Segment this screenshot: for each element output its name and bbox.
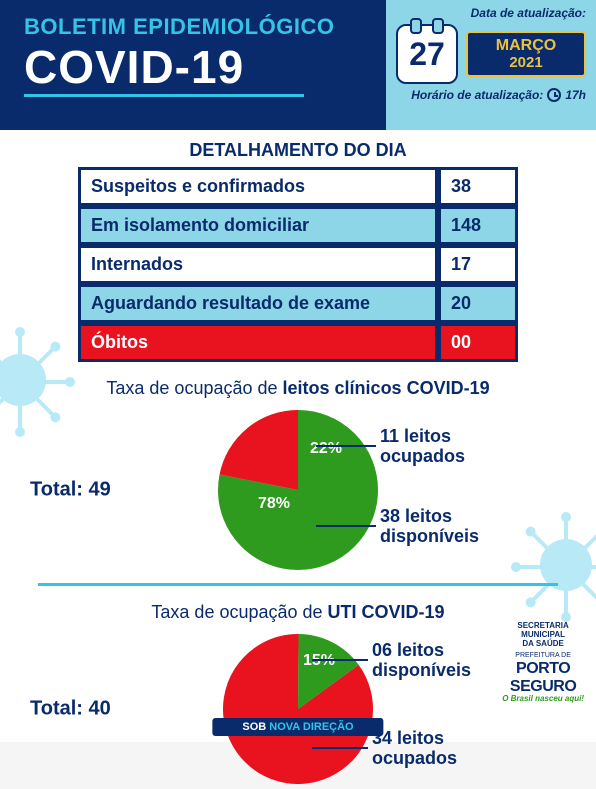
date-row: 27 MARÇO 2021 xyxy=(396,24,586,84)
section-divider xyxy=(38,583,558,586)
month: MARÇO xyxy=(496,37,556,54)
chart2-total-label: Total: xyxy=(30,698,89,720)
detail-title: DETALHAMENTO DO DIA xyxy=(0,140,596,161)
chart1-total: Total: 49 xyxy=(30,479,111,502)
prefeitura-label: PREFEITURA DE xyxy=(502,652,584,660)
badge-a: SOB xyxy=(242,721,269,733)
porto-logo: PORTO SEGURO xyxy=(502,660,584,695)
chart2-title-bold: UTI COVID-19 xyxy=(328,602,445,622)
row-value: 20 xyxy=(438,284,518,323)
row-value: 00 xyxy=(438,323,518,362)
calendar-icon: 27 xyxy=(396,24,458,84)
header-title-block: BOLETIM EPIDEMIOLÓGICO COVID-19 xyxy=(0,0,386,130)
row-value: 17 xyxy=(438,245,518,284)
table-row: Óbitos 00 xyxy=(78,323,518,362)
chart1-callouts: 11 leitos ocupados 38 leitos disponíveis xyxy=(356,405,546,575)
cidade-1: PORTO xyxy=(516,660,570,677)
footer-logo-block: SECRETARIA MUNICIPAL DA SAÚDE PREFEITURA… xyxy=(502,622,584,704)
table-row: Em isolamento domiciliar 148 xyxy=(78,206,518,245)
chart2-total-value: 40 xyxy=(89,698,111,720)
row-label: Em isolamento domiciliar xyxy=(78,206,438,245)
header-underline xyxy=(24,94,304,97)
chart1-title-prefix: Taxa de ocupação de xyxy=(106,378,282,398)
update-date-label: Data de atualização: xyxy=(396,6,586,20)
chart2-callout-occupied: 34 leitos ocupados xyxy=(372,729,457,769)
chart2-total: Total: 40 xyxy=(30,698,111,721)
update-time-row: Horário de atualização: 17h xyxy=(396,88,586,102)
bulletin-page: BOLETIM EPIDEMIOLÓGICO COVID-19 Data de … xyxy=(0,0,596,742)
callout-line xyxy=(316,525,376,527)
chart2-slice-label-green: 15% xyxy=(303,652,335,670)
chart1-block: Total: 49 78% 22% 11 leitos ocupados 38 … xyxy=(0,405,596,575)
year: 2021 xyxy=(470,55,582,72)
header-date-block: Data de atualização: 27 MARÇO 2021 Horár… xyxy=(386,0,596,130)
header-title: COVID-19 xyxy=(24,44,386,90)
callout-line xyxy=(312,747,368,749)
clock-icon xyxy=(547,88,561,102)
row-label: Óbitos xyxy=(78,323,438,362)
month-year-box: MARÇO 2021 xyxy=(466,31,586,77)
chart1-total-label: Total: xyxy=(30,479,89,501)
chart1-callout-occupied: 11 leitos ocupados xyxy=(380,427,465,467)
chart1-total-value: 49 xyxy=(89,479,111,501)
chart1-title: Taxa de ocupação de leitos clínicos COVI… xyxy=(0,378,596,399)
row-value: 38 xyxy=(438,167,518,206)
update-time-label: Horário de atualização: xyxy=(411,88,543,102)
header-subtitle: BOLETIM EPIDEMIOLÓGICO xyxy=(24,14,386,40)
row-label: Suspeitos e confirmados xyxy=(78,167,438,206)
chart2-title: Taxa de ocupação de UTI COVID-19 xyxy=(0,602,596,623)
footer-badge: SOB NOVA DIREÇÃO xyxy=(212,718,383,736)
slogan: O Brasil nasceu aqui! xyxy=(502,695,584,704)
table-row: Internados 17 xyxy=(78,245,518,284)
chart2-pie: 85% 15% xyxy=(223,634,373,784)
row-label: Aguardando resultado de exame xyxy=(78,284,438,323)
chart1-slice-label-green: 78% xyxy=(258,495,290,513)
callout-line xyxy=(316,445,376,447)
chart2-callout-available: 06 leitos disponíveis xyxy=(372,641,471,681)
chart1-title-bold: leitos clínicos COVID-19 xyxy=(283,378,490,398)
table-row: Aguardando resultado de exame 20 xyxy=(78,284,518,323)
calendar-day: 27 xyxy=(409,36,445,73)
detail-table: Suspeitos e confirmados 38 Em isolamento… xyxy=(78,167,518,362)
chart2-title-prefix: Taxa de ocupação de xyxy=(151,602,327,622)
cidade-2: SEGURO xyxy=(510,678,576,695)
pie-slice-red xyxy=(258,450,338,530)
chart1-callout-available: 38 leitos disponíveis xyxy=(380,507,479,547)
header: BOLETIM EPIDEMIOLÓGICO COVID-19 Data de … xyxy=(0,0,596,130)
update-time: 17h xyxy=(565,88,586,102)
row-value: 148 xyxy=(438,206,518,245)
chart1-pie: 78% 22% xyxy=(218,410,378,570)
table-row: Suspeitos e confirmados 38 xyxy=(78,167,518,206)
badge-b: NOVA DIREÇÃO xyxy=(269,721,353,733)
row-label: Internados xyxy=(78,245,438,284)
callout-line xyxy=(312,659,368,661)
secretaria-label: SECRETARIA MUNICIPAL DA SAÚDE xyxy=(502,622,584,648)
chart1-slice-label-red: 22% xyxy=(310,440,342,458)
